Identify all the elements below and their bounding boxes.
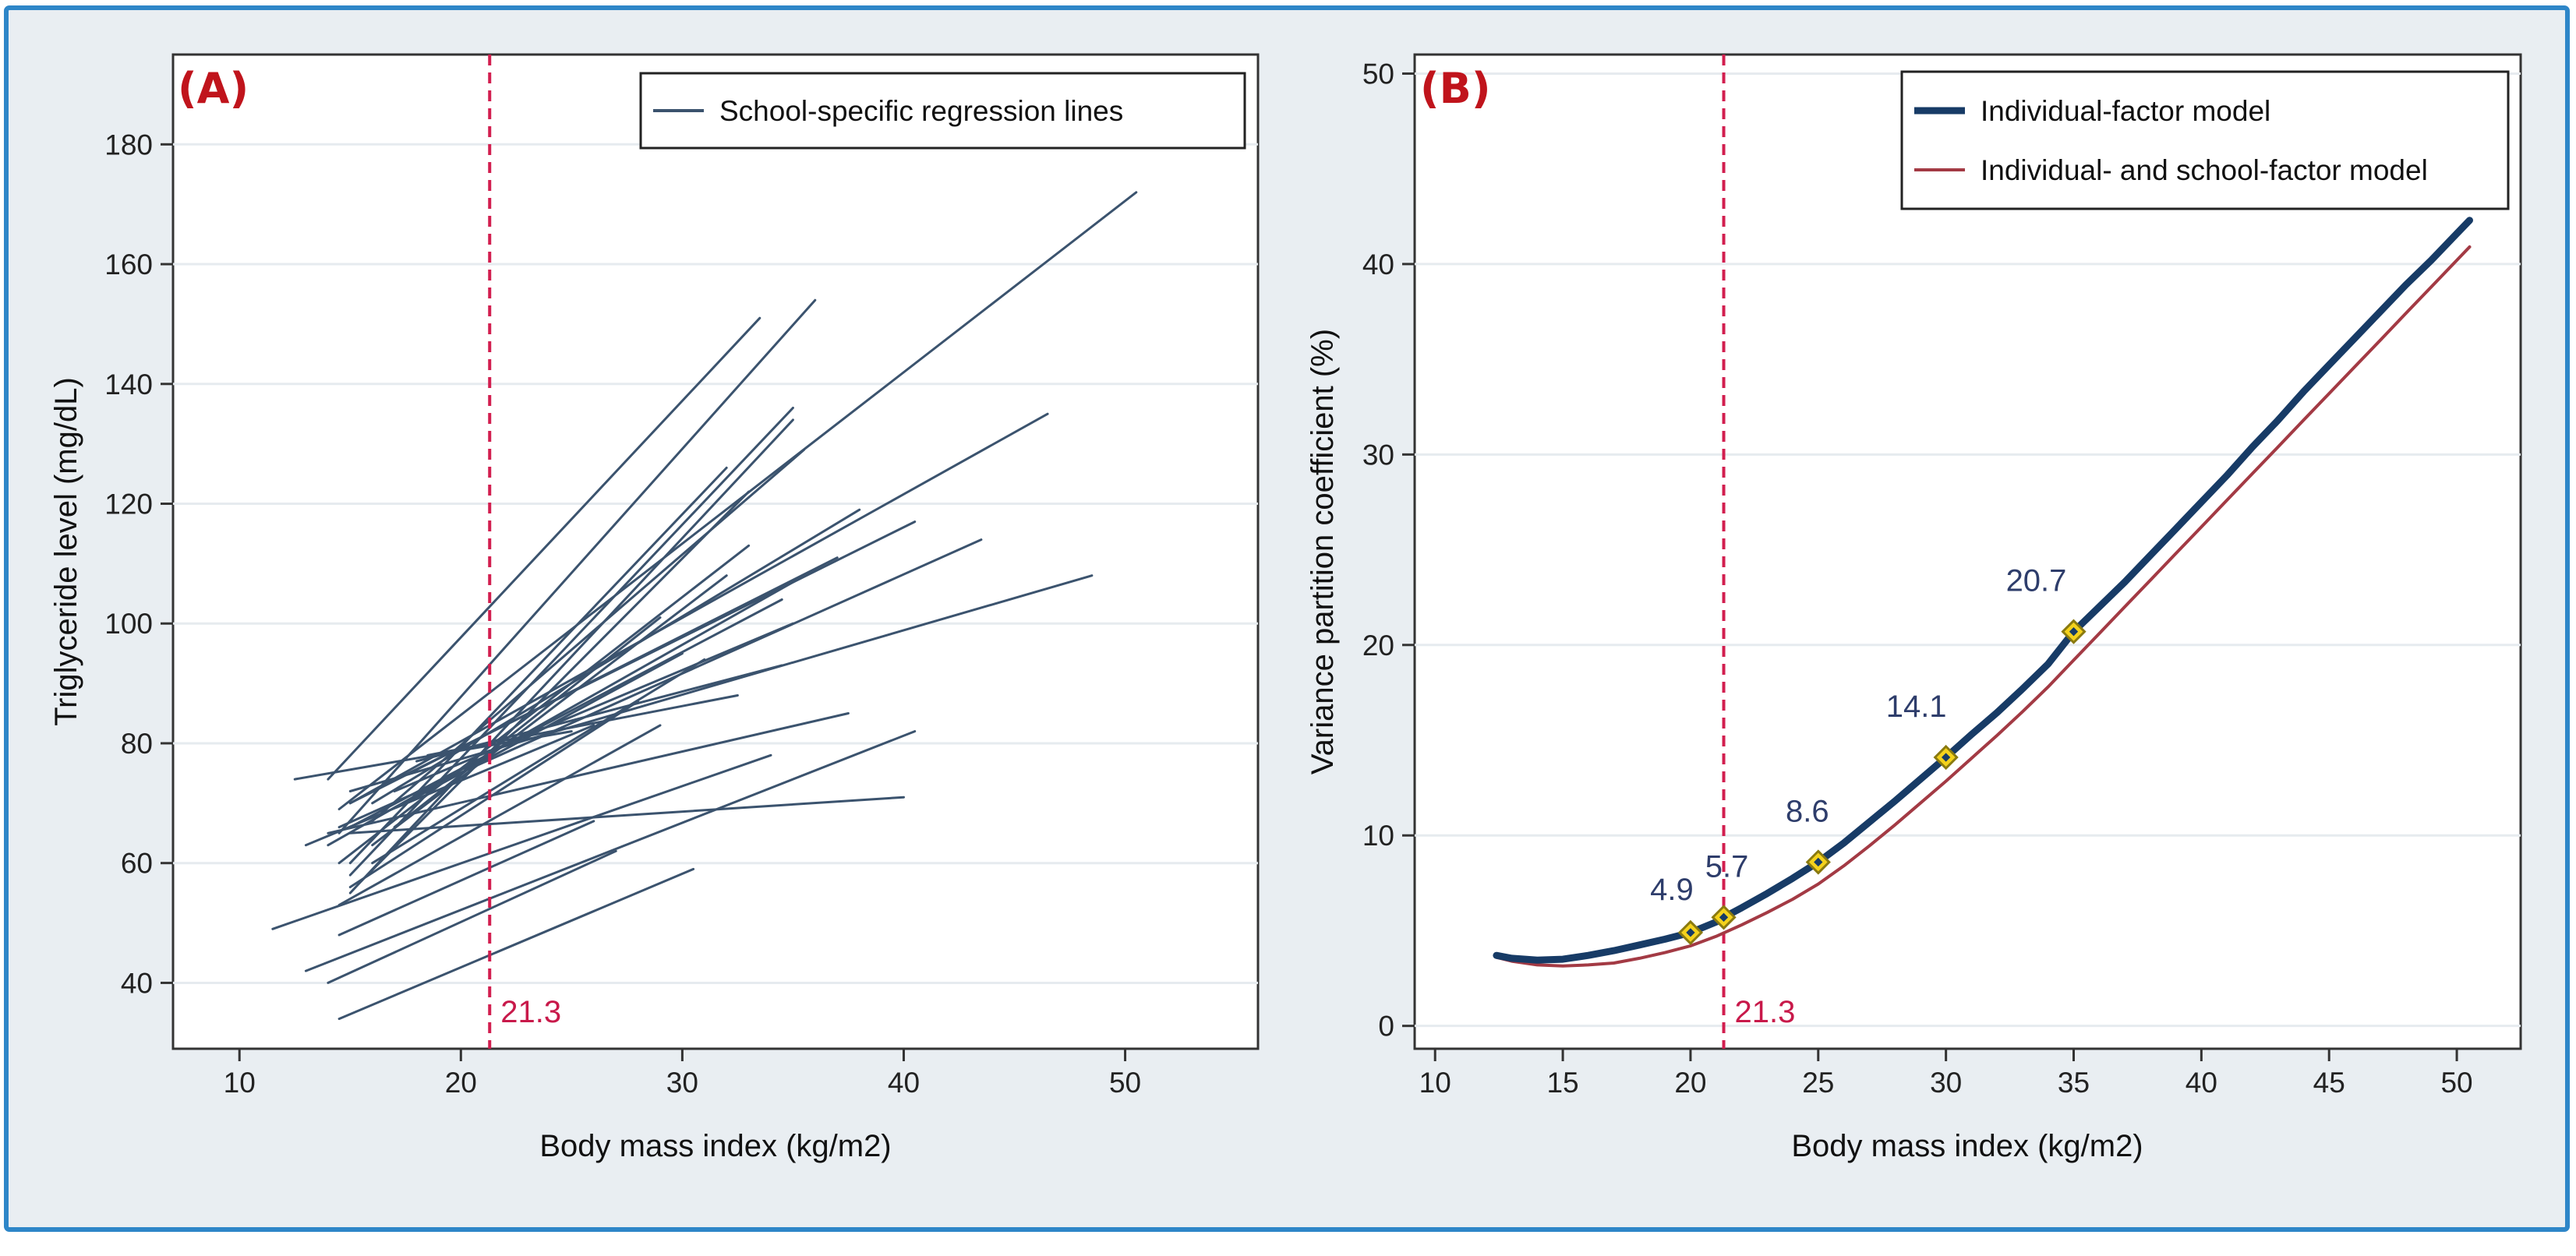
regression-line — [404, 652, 684, 805]
highlighted-point-center — [1686, 928, 1695, 937]
panel-a-legend: School-specific regression lines — [639, 72, 1246, 150]
regression-line — [348, 556, 839, 805]
panel-a-legend-box — [639, 72, 1246, 150]
regression-line — [348, 574, 1094, 792]
panel-b-x-ticks: 10 15 20 25 30 35 40 45 50 — [1419, 1049, 2473, 1099]
panel-b-reference-label: 21.3 — [1735, 995, 1796, 1029]
regression-line — [393, 622, 794, 792]
x-tick-label: 20 — [445, 1067, 477, 1099]
y-tick-label: 60 — [121, 848, 153, 880]
regression-line — [327, 849, 617, 984]
panel-b-legend: Individual-factor model Individual- and … — [1900, 70, 2510, 210]
regression-line — [371, 574, 728, 847]
x-tick-label: 40 — [2186, 1067, 2217, 1099]
x-tick-label: 35 — [2058, 1067, 2090, 1099]
panel-b-chart: 4.9 5.7 8.6 14.1 20.7 21.3 10 15 20 25 30 35 40 45 5… — [1306, 53, 2522, 1163]
y-tick-label: 10 — [1362, 820, 1394, 852]
panel-a-regression-lines — [271, 191, 1138, 1021]
x-tick-label: 30 — [666, 1067, 698, 1099]
y-tick-label: 80 — [121, 728, 153, 760]
panel-b-label: (B) — [1420, 64, 1491, 113]
panel-b-legend-entry-individual: Individual-factor model — [1981, 95, 2270, 127]
panel-b-y-ticks: 0 10 20 30 40 50 — [1362, 58, 1415, 1043]
panel-a-x-ticks: 10 20 30 40 50 — [224, 1049, 1141, 1099]
y-tick-label: 40 — [1362, 249, 1394, 280]
y-tick-label: 20 — [1362, 630, 1394, 662]
y-tick-label: 120 — [104, 489, 153, 520]
regression-line — [348, 418, 794, 894]
panel-a-chart: 21.3 10 20 30 40 50 40 60 80 100 120 140 160 180 (A… — [49, 53, 1260, 1163]
regression-line — [348, 598, 783, 829]
panel-a-legend-entry: School-specific regression lines — [719, 95, 1123, 127]
school-factor-model-line — [1494, 245, 2472, 968]
x-tick-label: 40 — [888, 1067, 920, 1099]
regression-line — [327, 316, 761, 781]
x-tick-label: 45 — [2313, 1067, 2345, 1099]
highlighted-point-label: 4.9 — [1650, 873, 1694, 907]
panel-a-reference-label: 21.3 — [500, 995, 561, 1029]
y-tick-label: 0 — [1378, 1011, 1394, 1043]
highlighted-point-center — [1941, 753, 1951, 762]
panel-b-legend-box — [1900, 70, 2510, 210]
y-tick-label: 50 — [1362, 58, 1394, 90]
highlighted-point-label: 5.7 — [1705, 849, 1749, 884]
y-tick-label: 100 — [104, 608, 153, 640]
panel-b-plot-area — [1413, 53, 2522, 1050]
highlighted-point-label: 20.7 — [2006, 564, 2067, 598]
panel-a-y-axis-label: Triglyceride level (mg/dL) — [49, 377, 83, 726]
regression-line — [327, 712, 850, 834]
regression-line — [371, 658, 706, 865]
regression-line — [337, 724, 662, 906]
panel-a-label: (A) — [178, 64, 249, 113]
panel-b-y-axis-label: Variance partition coefficient (%) — [1306, 329, 1340, 774]
panel-b-series-lines — [1493, 217, 2473, 968]
highlighted-point-label: 8.6 — [1786, 794, 1829, 828]
regression-line — [393, 616, 662, 829]
x-tick-label: 10 — [1419, 1067, 1451, 1099]
panel-a-plot-area — [171, 53, 1260, 1050]
y-tick-label: 40 — [121, 967, 153, 999]
individual-factor-model-line — [1493, 217, 2473, 964]
y-tick-label: 160 — [104, 249, 153, 280]
highlighted-point-center — [1719, 912, 1729, 922]
highlighted-point-center — [1814, 857, 1823, 867]
x-tick-label: 25 — [1802, 1067, 1834, 1099]
panel-b-gridlines — [1415, 72, 2521, 1028]
regression-line — [337, 820, 595, 937]
panel-a-x-axis-label: Body mass index (kg/m2) — [539, 1129, 891, 1163]
regression-line — [348, 700, 640, 888]
x-tick-label: 20 — [1674, 1067, 1706, 1099]
regression-line — [360, 490, 751, 883]
panel-b-highlighted-points: 4.9 5.7 8.6 14.1 20.7 — [1650, 564, 2087, 946]
regression-line — [337, 867, 695, 1021]
highlighted-point-center — [2069, 627, 2079, 637]
x-tick-label: 30 — [1930, 1067, 1962, 1099]
regression-line — [327, 568, 817, 847]
y-tick-label: 30 — [1362, 439, 1394, 471]
highlighted-point-label: 14.1 — [1886, 690, 1947, 724]
regression-line — [337, 298, 817, 834]
regression-line — [426, 694, 739, 757]
regression-line — [371, 508, 861, 805]
panel-a-y-ticks: 40 60 80 100 120 140 160 180 — [104, 129, 173, 999]
regression-line — [337, 191, 1138, 810]
regression-line — [304, 730, 917, 972]
panel-b-x-axis-label: Body mass index (kg/m2) — [1791, 1129, 2143, 1163]
x-tick-label: 50 — [1109, 1067, 1141, 1099]
regression-line — [271, 753, 772, 930]
x-tick-label: 15 — [1546, 1067, 1578, 1099]
panel-b-legend-entry-school: Individual- and school-factor model — [1981, 154, 2428, 186]
y-tick-label: 180 — [104, 129, 153, 161]
regression-line — [337, 544, 751, 865]
x-tick-label: 10 — [224, 1067, 256, 1099]
x-tick-label: 50 — [2440, 1067, 2472, 1099]
regression-line — [348, 412, 1049, 805]
regression-line — [304, 724, 595, 847]
y-tick-label: 140 — [104, 369, 153, 400]
